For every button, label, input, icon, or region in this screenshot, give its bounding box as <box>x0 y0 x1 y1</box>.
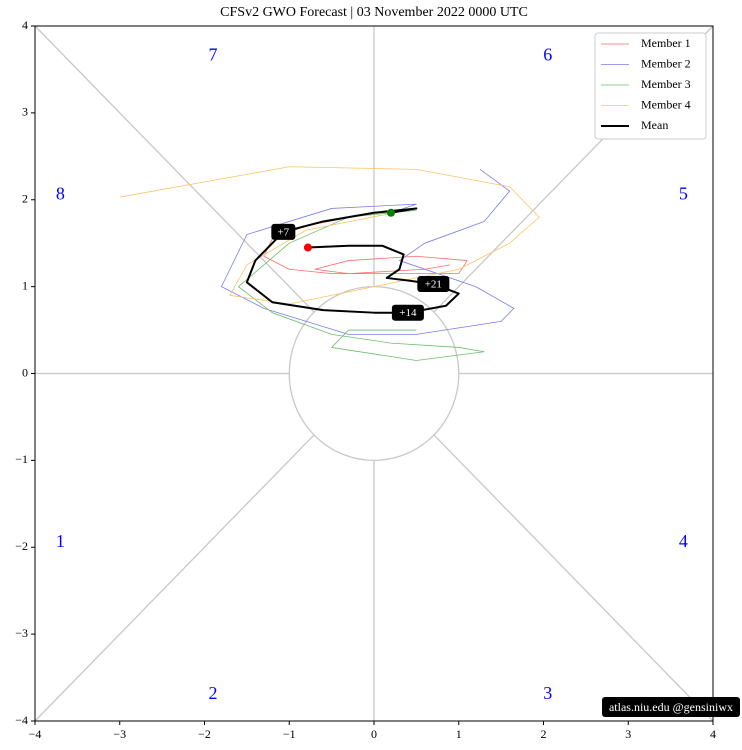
y-tick-label: −1 <box>15 452 28 466</box>
x-tick-label: −2 <box>198 727 211 741</box>
phase-label: 5 <box>679 184 688 204</box>
x-tick-label: −3 <box>113 727 126 741</box>
y-tick-label: −4 <box>15 713 28 727</box>
series-line <box>237 209 485 361</box>
annotation-box <box>417 276 450 293</box>
phase-label: 3 <box>543 683 552 703</box>
annotation-box <box>271 223 296 240</box>
annotation-label: +21 <box>425 279 442 291</box>
point-marker <box>303 243 312 252</box>
diagonal-line <box>433 434 714 722</box>
x-tick-label: −4 <box>29 727 42 741</box>
x-tick-label: −1 <box>283 727 296 741</box>
x-tick-label: 1 <box>456 727 462 741</box>
y-tick-label: 4 <box>22 18 28 32</box>
annotation-box <box>391 304 424 321</box>
phase-label: 1 <box>56 531 65 551</box>
phase-label: 4 <box>679 531 688 551</box>
watermark: atlas.niu.edu @gensiniwx <box>609 700 733 714</box>
x-tick-label: 3 <box>625 727 631 741</box>
legend-label: Mean <box>641 118 668 132</box>
watermark-box <box>602 697 740 717</box>
legend-box <box>594 32 707 140</box>
y-tick-label: −3 <box>15 626 28 640</box>
legend-label: Member 3 <box>641 77 691 91</box>
y-tick-label: 1 <box>22 278 28 292</box>
legend-label: Member 1 <box>641 36 691 50</box>
x-tick-label: 0 <box>371 727 377 741</box>
y-tick-label: 3 <box>22 105 28 119</box>
series-line <box>119 166 540 305</box>
x-tick-label: 4 <box>710 727 716 741</box>
legend-label: Member 4 <box>641 97 691 111</box>
x-tick-label: 2 <box>541 727 547 741</box>
phase-label: 6 <box>543 45 552 65</box>
legend-label: Member 2 <box>641 56 691 70</box>
y-tick-label: 0 <box>22 365 28 379</box>
series-line <box>221 169 515 335</box>
chart-title: CFSv2 GWO Forecast | 03 November 2022 00… <box>220 5 528 20</box>
annotation-label: +7 <box>277 226 289 238</box>
phase-label: 8 <box>56 184 65 204</box>
phase-label: 2 <box>208 683 217 703</box>
y-tick-label: −2 <box>15 539 28 553</box>
diagonal-line <box>34 25 315 313</box>
phase-label: 7 <box>208 45 217 65</box>
y-tick-label: 2 <box>22 192 28 206</box>
point-marker <box>386 208 395 217</box>
diagonal-line <box>34 434 315 722</box>
annotation-label: +14 <box>399 307 417 319</box>
